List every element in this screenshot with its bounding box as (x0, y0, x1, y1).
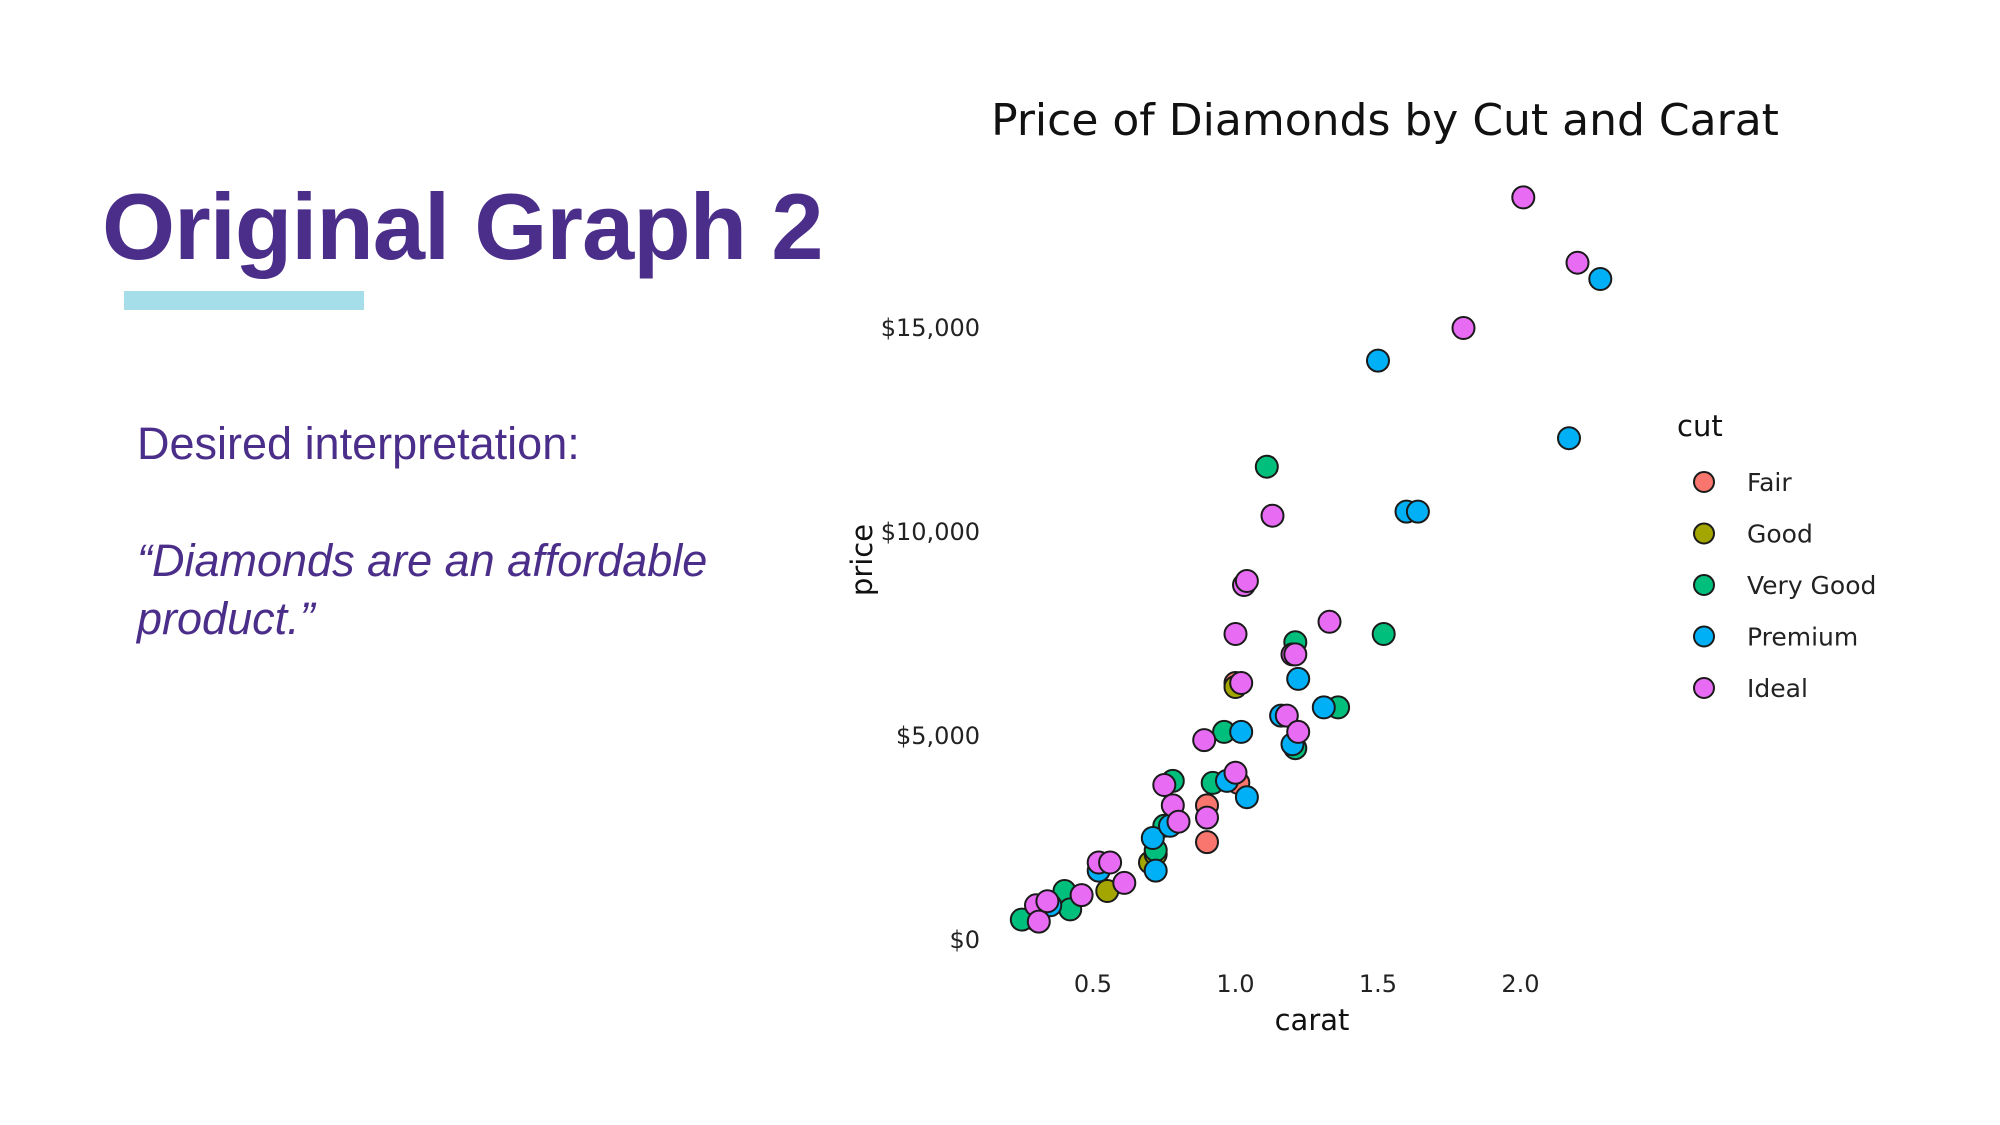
x-tick-label: 2.0 (1501, 970, 1539, 998)
y-tick-label: $10,000 (881, 518, 980, 546)
data-points (1009, 185, 1613, 934)
y-tick-label: $15,000 (881, 314, 980, 342)
data-point-premium (1311, 695, 1336, 720)
data-point-ideal (1223, 622, 1248, 646)
legend: cut Fair Good Very Good Premium Ideal (1677, 409, 1876, 703)
title-underline (124, 291, 364, 310)
x-tick-label: 1.5 (1359, 970, 1397, 998)
legend-key-very-good (1693, 574, 1715, 596)
data-point-ideal (1026, 909, 1051, 934)
interpretation-quote: “Diamonds are an affordable product.” (137, 535, 708, 644)
legend-label: Fair (1747, 468, 1792, 497)
data-point-ideal (1069, 883, 1094, 908)
data-point-ideal (1511, 185, 1536, 210)
y-tick-label: $0 (949, 926, 980, 954)
y-tick-label: $5,000 (896, 722, 980, 750)
chart-title: Price of Diamonds by Cut and Carat (991, 95, 1779, 146)
data-point-premium (1557, 426, 1581, 451)
x-tick-label: 0.5 (1074, 970, 1112, 998)
data-point-premium (1366, 348, 1390, 373)
x-axis-label: carat (1275, 1003, 1350, 1037)
data-point-ideal (1192, 728, 1217, 753)
data-point-fair (1195, 830, 1219, 855)
legend-label: Very Good (1747, 571, 1876, 600)
data-point-ideal (1229, 671, 1254, 695)
data-point-ideal (1286, 719, 1311, 744)
data-point-ideal (1223, 760, 1248, 785)
data-point-premium (1140, 826, 1165, 850)
legend-key-fair (1693, 471, 1715, 493)
data-point-very-good (1254, 454, 1279, 479)
data-point-ideal (1283, 642, 1308, 667)
data-point-very-good (1371, 622, 1396, 646)
data-point-ideal (1195, 805, 1219, 830)
data-point-ideal (1565, 250, 1590, 275)
data-point-premium (1405, 499, 1430, 524)
data-point-ideal (1451, 316, 1476, 340)
legend-label: Premium (1747, 623, 1858, 652)
data-point-ideal (1260, 503, 1285, 528)
legend-key-ideal (1693, 677, 1715, 699)
legend-key-good (1693, 522, 1715, 545)
y-tick-labels: $0 $5,000 $10,000 $15,000 (881, 314, 980, 954)
data-point-premium (1229, 719, 1254, 744)
interpretation-label: Desired interpretation: (137, 418, 580, 469)
data-point-ideal (1234, 569, 1259, 593)
data-point-ideal (1098, 850, 1123, 875)
slide-title: Original Graph 2 (102, 174, 823, 279)
legend-label: Ideal (1747, 674, 1808, 703)
data-point-ideal (1112, 870, 1137, 895)
data-point-ideal (1274, 703, 1299, 728)
data-point-ideal (1166, 809, 1191, 834)
legend-key-premium (1693, 625, 1715, 648)
legend-label: Good (1747, 520, 1813, 549)
y-axis-label: price (845, 524, 879, 596)
data-point-premium (1234, 785, 1259, 810)
data-point-ideal (1317, 609, 1342, 634)
data-point-ideal (1035, 889, 1060, 914)
data-point-premium (1286, 666, 1311, 691)
data-point-ideal (1152, 773, 1177, 797)
x-tick-label: 1.0 (1216, 970, 1254, 998)
x-tick-labels: 0.5 1.0 1.5 2.0 (1074, 970, 1540, 998)
data-point-premium (1588, 267, 1613, 291)
legend-title: cut (1677, 409, 1723, 443)
data-point-premium (1143, 858, 1168, 883)
